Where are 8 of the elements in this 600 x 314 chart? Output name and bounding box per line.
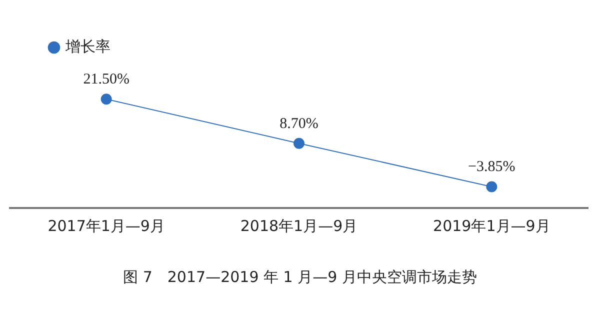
caption: 图 7 2017—2019 年 1 月—9 月中央空调市场走势 [122, 268, 478, 287]
x-tick-label: 2018年1月—9月 [240, 216, 358, 235]
x-tick-label: 2019年1月—9月 [433, 216, 550, 235]
data-label: 21.50% [83, 72, 130, 88]
x-tick-label: 2017年1月—9月 [48, 216, 165, 235]
legend-label: 增长率 [64, 37, 110, 56]
data-label: −3.85% [468, 159, 516, 176]
data-label: 8.70% [280, 116, 318, 132]
